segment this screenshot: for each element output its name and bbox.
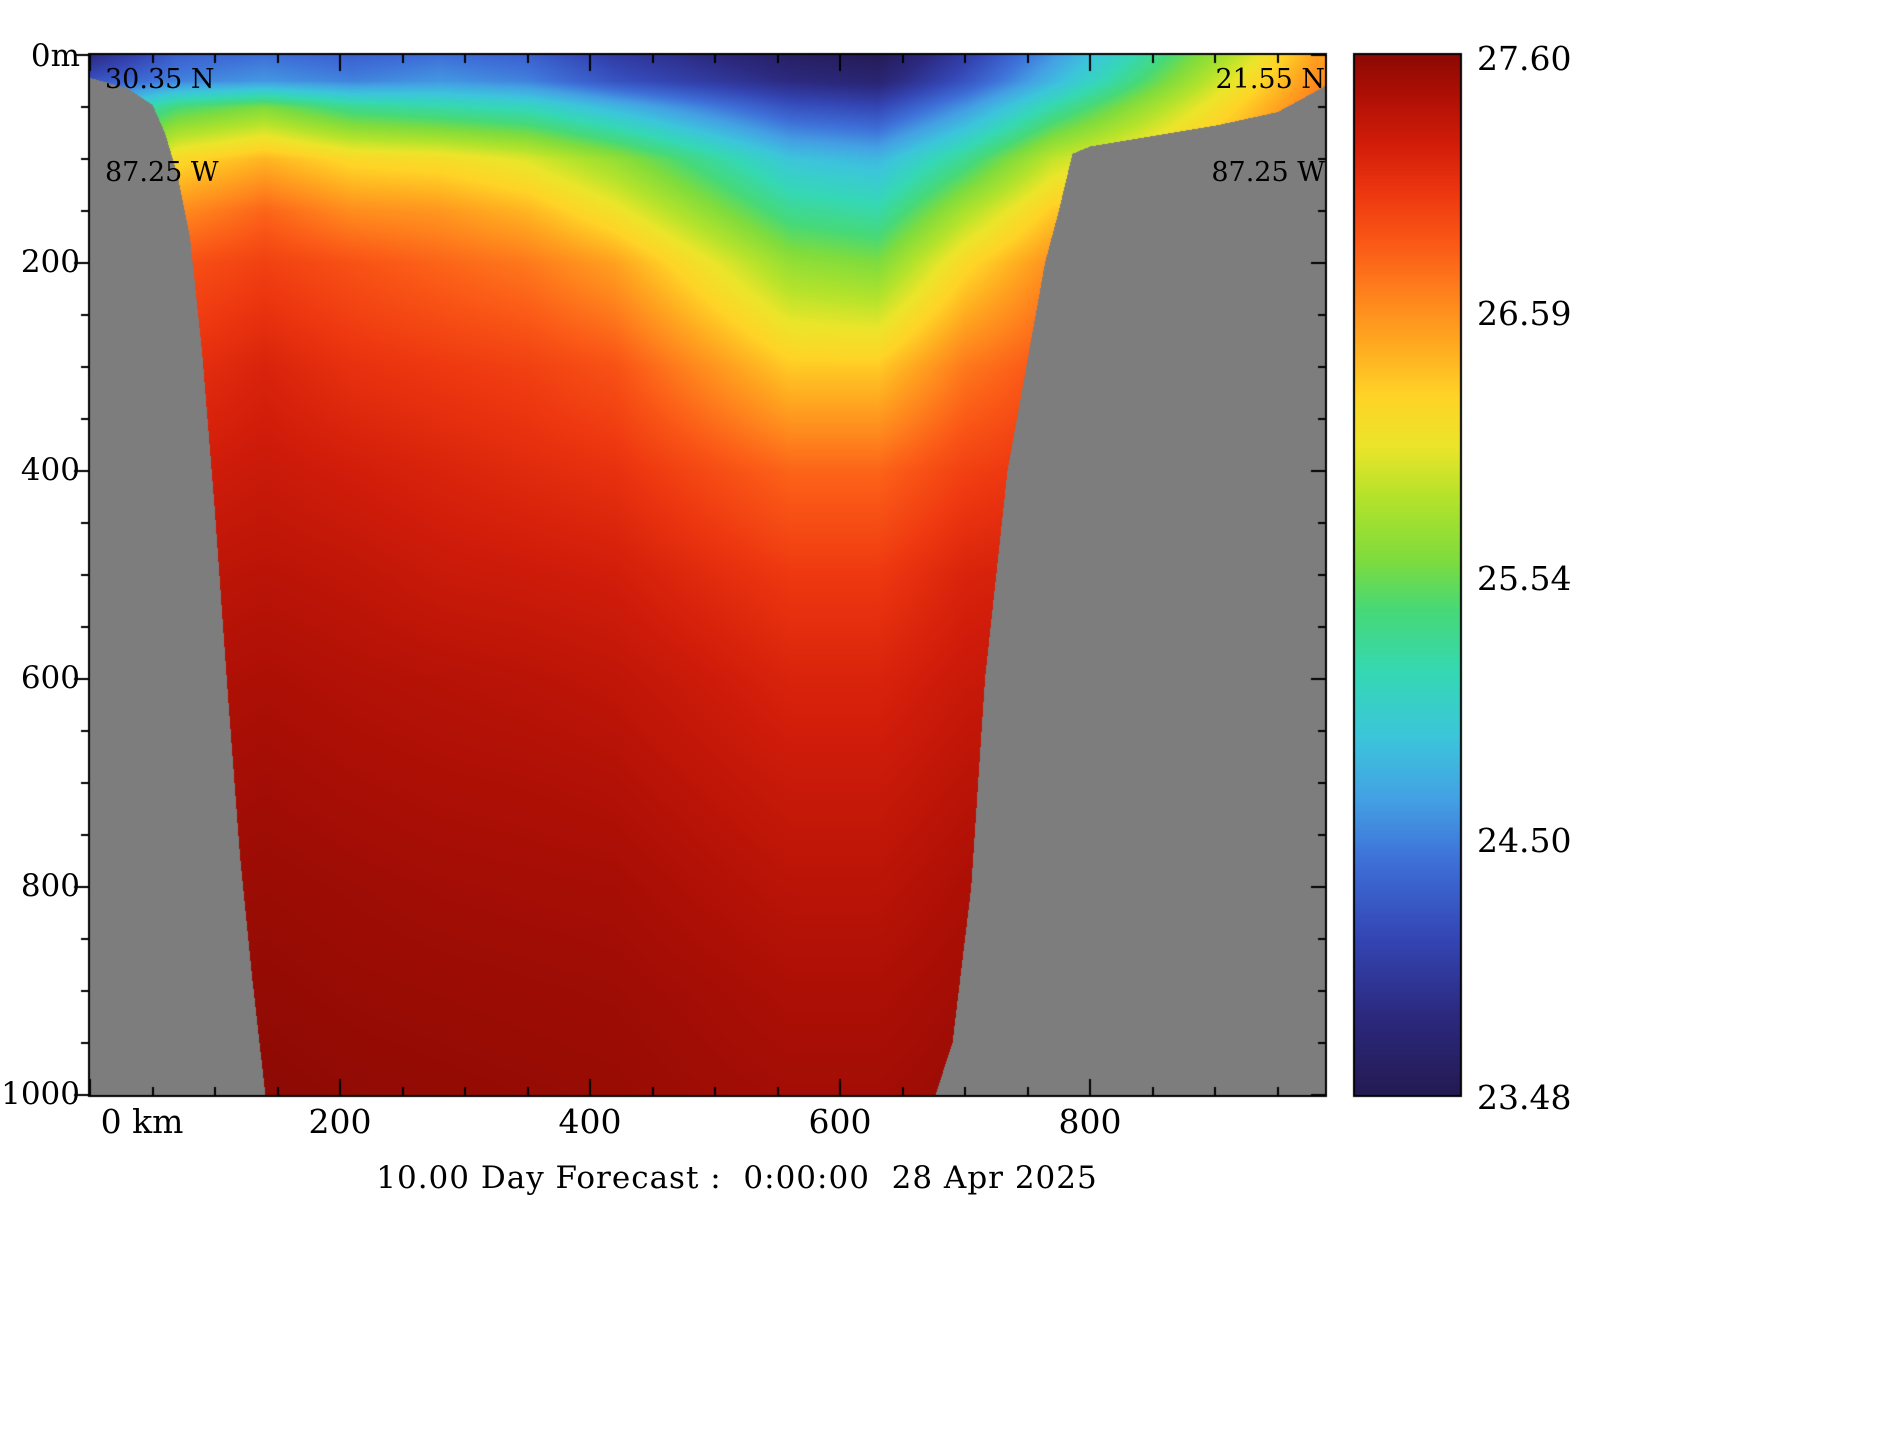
y-axis-label-800: 800 [20,868,80,904]
colorbar-label-2450: 24.50 [1477,821,1572,860]
y-axis-label-400: 400 [20,452,80,488]
section-start-coords: 30.35 N 87.25 W [105,2,219,250]
section-start-lon: 87.25 W [105,157,219,188]
colorbar-label-max: 27.60 [1477,39,1572,78]
x-axis-label-0km: 0 km [100,1102,184,1141]
colorbar-label-min: 23.48 [1477,1078,1572,1117]
section-end-lon: 87.25 W [1211,157,1325,188]
section-end-lat: 21.55 N [1215,64,1325,95]
x-axis-label-800: 800 [1058,1102,1122,1141]
colorbar-label-2554: 25.54 [1477,559,1572,598]
section-end-coords: 21.55 N 87.25 W [1211,2,1325,250]
colorbar-label-2659: 26.59 [1477,294,1572,333]
x-axis-label-400: 400 [558,1102,622,1141]
y-axis-label-600: 600 [20,660,80,696]
x-axis-label-200: 200 [308,1102,372,1141]
y-axis-label-1000: 1000 [1,1076,80,1112]
x-axis-label-600: 600 [808,1102,872,1141]
section-start-lat: 30.35 N [105,64,215,95]
forecast-title: 10.00 Day Forecast : 0:00:00 28 Apr 2025 [376,1160,1098,1196]
y-axis-label-0m: 0m [30,38,80,74]
y-axis-label-200: 200 [20,244,80,280]
